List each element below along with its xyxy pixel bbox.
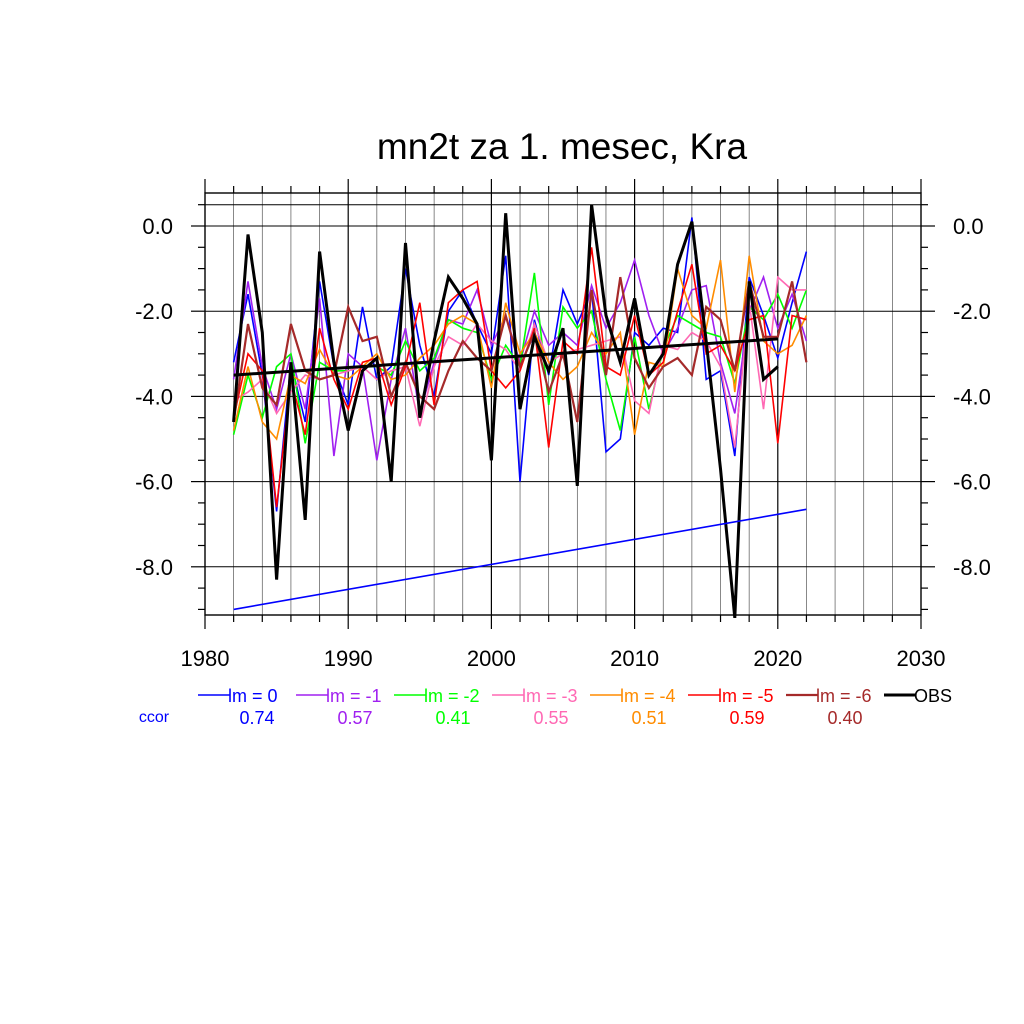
ccor-value: 0.40 [827,708,862,728]
legend-label: lm = -4 [620,686,676,706]
ccor-value: 0.57 [337,708,372,728]
legend-label: lm = -3 [522,686,578,706]
ccor-value: 0.59 [729,708,764,728]
x-tick-label: 1990 [324,646,373,671]
trend-lines [233,337,807,611]
series-line-lm-6 [232,276,808,423]
y-tick-label-left: -6.0 [135,470,173,495]
y-tick-label-left: -4.0 [135,384,173,409]
trend-line-obs [233,337,778,377]
legend-label: lm = -2 [424,686,480,706]
x-tick-label: 1980 [181,646,230,671]
legend-entry: lm = -4 [590,686,676,706]
y-tick-label-left: -2.0 [135,299,173,324]
y-tick-label-right: -2.0 [953,299,991,324]
y-tick-label-right: -6.0 [953,470,991,495]
ccor-value: 0.74 [239,708,274,728]
legend-label: lm = -1 [326,686,382,706]
y-tick-label-left: 0.0 [142,214,173,239]
legend-label: lm = -6 [816,686,872,706]
y-tick-label-left: -8.0 [135,555,173,580]
legend-label: lm = 0 [228,686,278,706]
ccor-value: 0.51 [631,708,666,728]
legend: lm = 0 lm = -1 lm = -2 lm = -3 lm = -4 lm = -… [198,686,952,706]
trend-line-lm-0 [233,508,807,611]
ccor-value: 0.41 [435,708,470,728]
axis-ticks [191,179,935,629]
legend-entry: lm = -3 [492,686,578,706]
y-axis-tick-labels-right: 0.0 -2.0 -4.0 -6.0 -8.0 [953,214,991,580]
y-tick-label-right: 0.0 [953,214,984,239]
y-axis-tick-labels-left: 0.0 -2.0 -4.0 -6.0 -8.0 [135,214,173,580]
y-tick-label-right: -8.0 [953,555,991,580]
series-line-obs [232,204,779,619]
x-tick-label: 2030 [897,646,946,671]
x-tick-label: 2020 [753,646,802,671]
legend-label: OBS [914,686,952,706]
ccor-label: ccor [139,709,170,726]
ccor-row: ccor 0.74 0.57 0.41 0.55 0.51 0.59 0.40 [139,708,863,728]
ccor-value: 0.55 [533,708,568,728]
series-lines [232,204,808,619]
plot-frame [204,192,922,616]
x-tick-label: 2010 [610,646,659,671]
chart-title: mn2t za 1. mesec, Kra [377,126,748,167]
legend-entry: lm = -5 [688,686,774,706]
series-line-lm-5 [232,247,807,508]
legend-entry: OBS [884,686,952,706]
series-line-lm-4 [232,255,808,441]
legend-label: lm = -5 [718,686,774,706]
legend-entry: lm = -6 [786,686,872,706]
legend-entry: lm = 0 [198,686,278,706]
x-tick-label: 2000 [467,646,516,671]
legend-entry: lm = -1 [296,686,382,706]
legend-entry: lm = -2 [394,686,480,706]
x-axis-tick-labels: 1980 1990 2000 2010 2020 2030 [181,646,946,671]
y-tick-label-right: -4.0 [953,384,991,409]
